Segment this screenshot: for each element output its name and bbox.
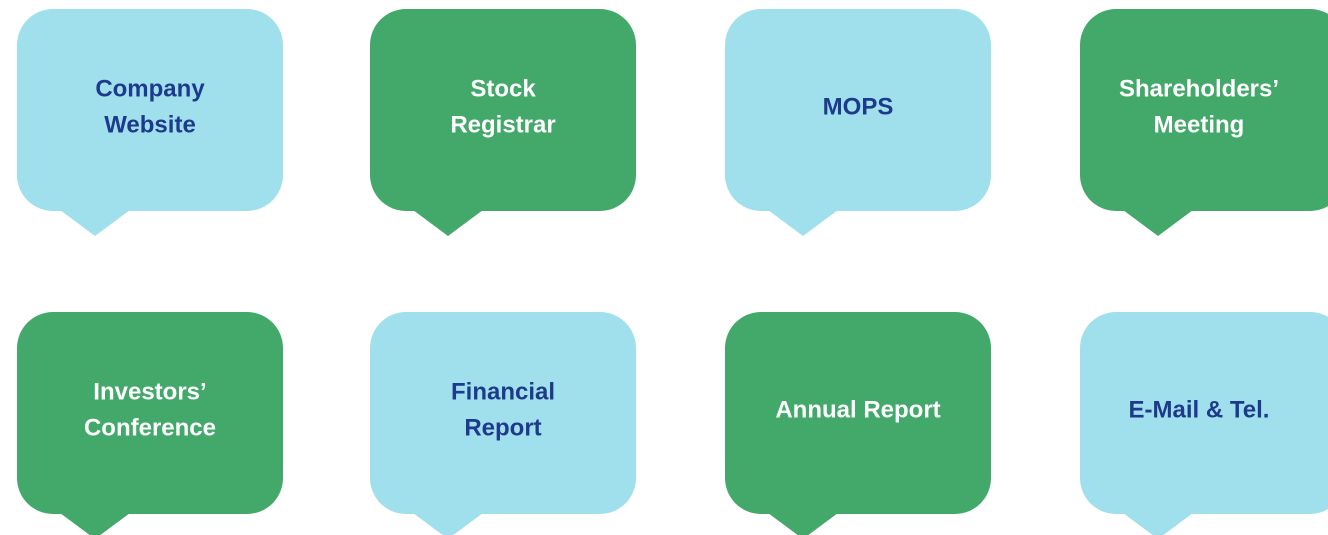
speech-bubble: MOPS xyxy=(725,9,991,236)
speech-bubble: E-Mail & Tel. xyxy=(1080,312,1328,535)
speech-bubble: Annual Report xyxy=(725,312,991,535)
bubble-tail xyxy=(60,513,130,535)
bubble-label: Conference xyxy=(84,414,216,441)
bubble-body xyxy=(17,312,283,514)
bubble-body xyxy=(17,9,283,211)
bubble-body xyxy=(725,312,991,514)
speech-bubble: Shareholders’ Meeting xyxy=(1080,9,1328,236)
bubble-label: Registrar xyxy=(450,111,555,138)
bubble-label: Report xyxy=(464,414,541,441)
bubble-label: Website xyxy=(104,111,196,138)
bubble-tail xyxy=(60,210,130,236)
bubble-label: E-Mail & Tel. xyxy=(1129,396,1270,423)
bubble-tail xyxy=(768,513,838,535)
bubble-body xyxy=(1080,312,1328,514)
bubble-label: Company xyxy=(95,75,205,102)
bubble-body xyxy=(1080,9,1328,211)
bubble-tail xyxy=(768,210,838,236)
bubble-label: MOPS xyxy=(823,93,894,120)
speech-bubble: Stock Registrar xyxy=(370,9,636,236)
bubble-tail xyxy=(413,210,483,236)
bubble-label: Financial xyxy=(451,378,555,405)
bubble-label: Shareholders’ xyxy=(1119,75,1279,102)
bubble-body xyxy=(725,9,991,211)
bubble-label: Stock xyxy=(470,75,536,102)
bubble-tail xyxy=(1123,513,1193,535)
speech-bubble: Investors’ Conference xyxy=(17,312,283,535)
bubble-label: Investors’ xyxy=(93,378,206,405)
bubble-body xyxy=(370,9,636,211)
bubble-label: Meeting xyxy=(1154,111,1245,138)
bubble-tail xyxy=(1123,210,1193,236)
bubble-tail xyxy=(413,513,483,535)
bubble-body xyxy=(370,312,636,514)
bubble-label: Annual Report xyxy=(775,396,940,423)
speech-bubble: Company Website xyxy=(17,9,283,236)
speech-bubble: Financial Report xyxy=(370,312,636,535)
